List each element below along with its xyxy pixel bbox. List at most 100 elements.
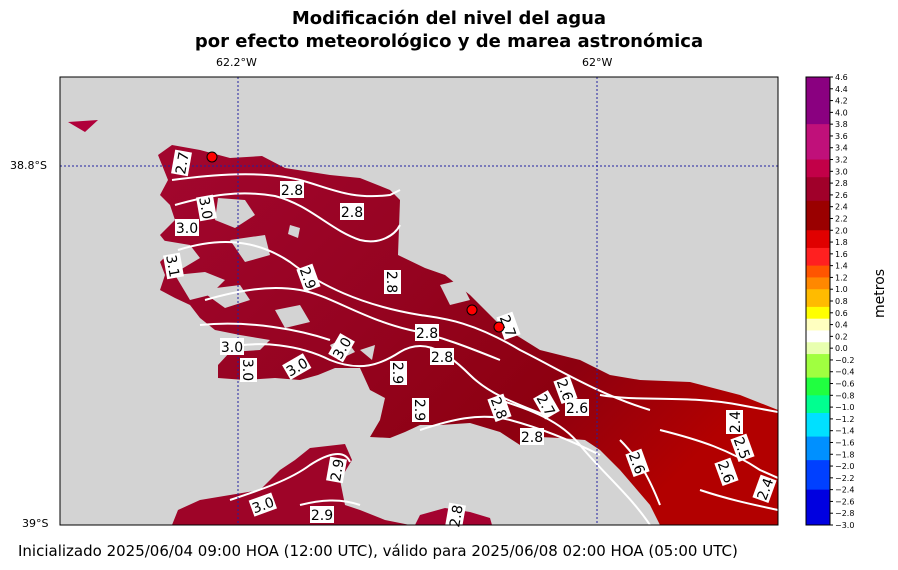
- estuary-water: [158, 145, 778, 525]
- station-marker[interactable]: [466, 304, 478, 316]
- top-tick-62w: 62°W: [582, 56, 613, 69]
- colorbar-segment: [806, 348, 830, 355]
- colorbar-segment: [806, 318, 830, 326]
- colorbar-segment: [806, 165, 830, 172]
- colorbar-segment: [806, 94, 830, 102]
- colorbar-segment: [806, 200, 830, 208]
- left-tick-38-8s: 38.8°S: [10, 159, 47, 172]
- colorbar-title: metros: [872, 268, 888, 318]
- station-marker[interactable]: [493, 321, 505, 333]
- colorbar-tick-label: 1.2: [835, 273, 848, 282]
- small-water-patch: [68, 120, 98, 132]
- contour-label: 2.7: [496, 311, 521, 341]
- colorbar-segment: [806, 289, 830, 296]
- colorbar-tick-label: 1.4: [835, 262, 848, 271]
- contour-label: 2.9: [411, 398, 429, 422]
- colorbar-segment: [806, 371, 830, 379]
- colorbar-segment: [806, 242, 830, 249]
- svg-text:2.8: 2.8: [416, 326, 438, 342]
- colorbar-tick-label: −1.0: [835, 403, 854, 412]
- colorbar-segment: [806, 342, 830, 349]
- colorbar-segment: [806, 454, 830, 461]
- svg-text:2.8: 2.8: [447, 504, 467, 529]
- colorbar-tick-label: 3.4: [835, 144, 848, 153]
- colorbar-segment: [806, 259, 830, 267]
- contour-label: 2.8: [415, 324, 439, 342]
- colorbar-tick-label: −0.6: [835, 380, 854, 389]
- colorbar-segment: [806, 271, 830, 278]
- svg-text:2.6: 2.6: [566, 401, 588, 417]
- contour-label: 3.1: [162, 252, 184, 280]
- colorbar-segment: [806, 395, 830, 402]
- colorbar-tick-label: 4.2: [835, 97, 848, 106]
- svg-text:3.0: 3.0: [176, 221, 198, 237]
- colorbar-segment: [806, 336, 830, 343]
- colorbar-segment: [806, 383, 830, 390]
- colorbar-segment: [806, 483, 830, 491]
- colorbar-tick-label: 0.8: [835, 297, 848, 306]
- colorbar-tick-label: 4.0: [835, 108, 848, 117]
- colorbar-segment: [806, 124, 830, 131]
- colorbar-segment: [806, 471, 830, 479]
- svg-text:2.9: 2.9: [411, 399, 427, 421]
- contour-label: 2.7: [171, 149, 193, 177]
- colorbar-segment: [806, 301, 830, 308]
- svg-text:2.8: 2.8: [431, 350, 453, 366]
- top-tick-62-2w: 62.2°W: [216, 56, 257, 69]
- colorbar-tick-label: 0.0: [835, 344, 848, 353]
- svg-text:2.9: 2.9: [311, 508, 333, 524]
- colorbar-tick-label: 4.4: [835, 85, 848, 94]
- contour-label: 2.8: [520, 428, 544, 446]
- colorbar-tick-label: −0.8: [835, 391, 854, 400]
- colorbar-segment: [806, 448, 830, 455]
- graticule: [60, 77, 778, 525]
- colorbar-segment: [806, 189, 830, 196]
- colorbar-tick-label: 1.6: [835, 250, 848, 259]
- colorbar-segment: [806, 312, 830, 320]
- contour-label: 2.6: [553, 375, 578, 405]
- contour-label: 2.4: [752, 474, 778, 504]
- contour-label: 2.9: [389, 361, 407, 385]
- colorbar-segment: [806, 466, 830, 473]
- contour-label: 2.8: [487, 393, 512, 423]
- svg-text:2.9: 2.9: [389, 362, 405, 384]
- colorbar-segment: [806, 460, 830, 467]
- colorbar-tick-label: −2.8: [835, 509, 854, 518]
- colorbar-segment: [806, 194, 830, 202]
- svg-text:2.8: 2.8: [281, 183, 303, 199]
- colorbar-segment: [806, 477, 830, 485]
- contour-label: 3.0: [195, 194, 217, 222]
- colorbar-segment: [806, 230, 830, 237]
- colorbar-tick-label: 2.4: [835, 203, 848, 212]
- colorbar-tick-label: 4.6: [835, 73, 848, 82]
- colorbar-tick-label: 2.8: [835, 179, 848, 188]
- colorbar-segment: [806, 489, 830, 497]
- colorbar-tick-label: −1.4: [835, 427, 854, 436]
- colorbar-segment: [806, 507, 830, 514]
- islands: [160, 198, 470, 360]
- colorbar-segment: [806, 413, 830, 420]
- colorbar-tick-label: −2.4: [835, 486, 854, 495]
- colorbar-segment: [806, 283, 830, 290]
- colorbar-segment: [806, 153, 830, 161]
- colorbar-segment: [806, 418, 830, 426]
- svg-text:2.9: 2.9: [296, 265, 319, 291]
- contour-label: 2.8: [430, 348, 454, 366]
- stations: [206, 151, 505, 333]
- colorbar-segment: [806, 495, 830, 502]
- footer-validity: Inicializado 2025/06/04 09:00 HOA (12:00…: [18, 542, 738, 560]
- colorbar-segment: [806, 424, 830, 432]
- colorbar-segment: [806, 236, 830, 243]
- colorbar-segment: [806, 442, 830, 449]
- colorbar-segment: [806, 247, 830, 255]
- station-marker[interactable]: [206, 151, 218, 163]
- svg-text:2.8: 2.8: [487, 395, 510, 421]
- colorbar-tick-label: −3.0: [835, 521, 854, 530]
- contour-label: 2.8: [383, 270, 401, 294]
- svg-text:2.4: 2.4: [755, 476, 778, 502]
- colorbar-tick-label: 3.8: [835, 120, 848, 129]
- colorbar-segment: [806, 389, 830, 396]
- colorbar-segment: [806, 206, 830, 214]
- colorbar-tick-label: −1.8: [835, 450, 854, 459]
